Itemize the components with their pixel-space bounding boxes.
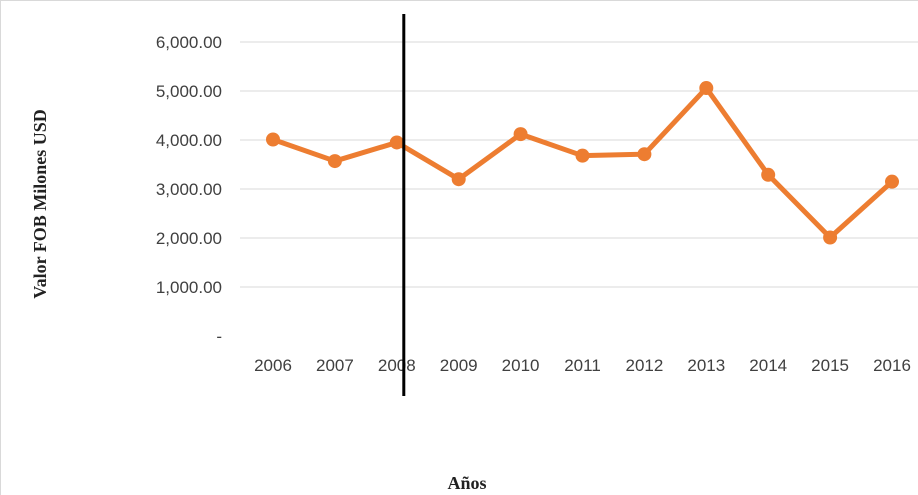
x-tick-label: 2011 bbox=[564, 356, 601, 375]
y-tick-label: 5,000.00 bbox=[156, 82, 222, 101]
x-tick-label: 2016 bbox=[873, 356, 911, 375]
data-point bbox=[761, 167, 776, 182]
y-tick-label: 2,000.00 bbox=[156, 229, 222, 248]
x-tick-label: 2008 bbox=[378, 356, 416, 375]
gridlines bbox=[240, 41, 918, 288]
y-axis-ticks: - 1,000.00 2,000.00 3,000.00 4,000.00 5,000.0… bbox=[156, 33, 222, 346]
y-tick-label: 4,000.00 bbox=[156, 131, 222, 150]
x-axis-title: Años bbox=[447, 473, 486, 493]
data-point bbox=[327, 154, 342, 169]
x-tick-label: 2012 bbox=[625, 356, 663, 375]
x-tick-label: 2009 bbox=[440, 356, 478, 375]
data-point bbox=[451, 172, 466, 187]
series-layer bbox=[266, 81, 899, 245]
data-point bbox=[389, 135, 404, 150]
x-tick-label: 2007 bbox=[316, 356, 354, 375]
x-tick-label: 2013 bbox=[687, 356, 725, 375]
data-point bbox=[513, 127, 528, 142]
data-point bbox=[266, 132, 280, 147]
data-point bbox=[885, 174, 899, 189]
data-point bbox=[637, 147, 652, 162]
x-axis-ticks: 2006 2007 2008 2009 2010 2011 2012 2013 2014 2015… bbox=[254, 356, 911, 375]
y-axis-title: Valor FOB Milones USD bbox=[30, 109, 50, 299]
x-tick-label: 2014 bbox=[749, 356, 787, 375]
data-point bbox=[823, 230, 838, 245]
data-point bbox=[699, 81, 714, 96]
y-tick-label: - bbox=[216, 327, 222, 346]
x-tick-label: 2006 bbox=[254, 356, 292, 375]
x-tick-label: 2015 bbox=[811, 356, 849, 375]
data-point bbox=[575, 148, 590, 163]
y-tick-label: 6,000.00 bbox=[156, 33, 222, 52]
x-tick-label: 2010 bbox=[502, 356, 540, 375]
y-tick-label: 1,000.00 bbox=[156, 278, 222, 297]
series-line bbox=[270, 85, 895, 241]
y-tick-label: 3,000.00 bbox=[156, 180, 222, 199]
